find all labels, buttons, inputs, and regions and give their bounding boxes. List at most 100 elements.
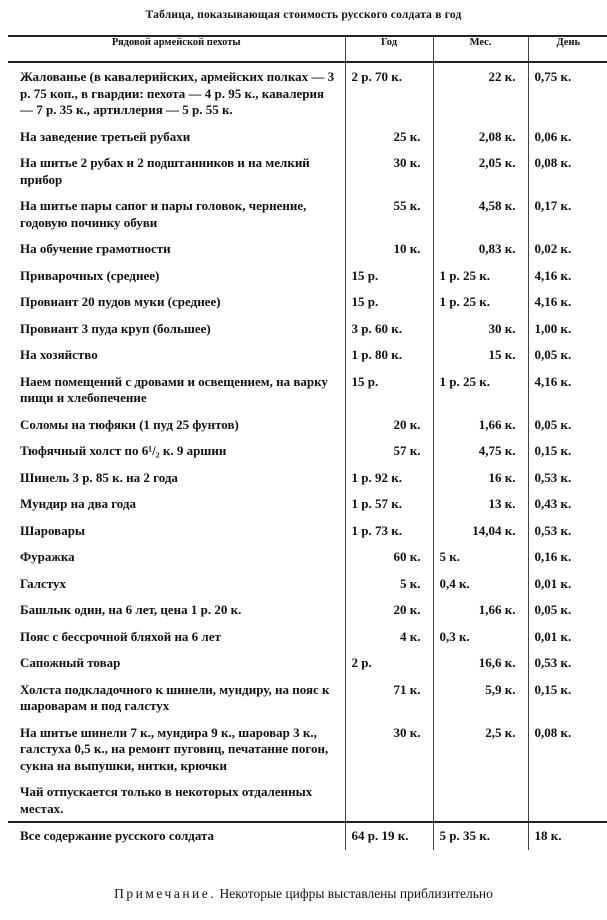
cell-year: 57 к. — [344, 437, 433, 464]
cell-year: 55 к. — [344, 192, 433, 235]
table-row: Тюфячный холст по 6¹/₂ к. 9 аршин 57 к. 4,… — [8, 437, 607, 464]
table-row: Соломы на тюфяки (1 пуд 25 фунтов) 20 к. 1… — [8, 410, 607, 437]
cell-day: 0,08 к. — [527, 149, 607, 192]
cell-item: Пояс с бессрочной бляхой на 6 лет — [20, 628, 221, 644]
cell-year: 30 к. — [344, 149, 433, 192]
cell-item: Шинель 3 р. 85 к. на 2 года — [20, 469, 178, 485]
table-row: Провиант 20 пудов муки (среднее) 15 р. 1 р… — [8, 288, 607, 315]
cell-day: 4,16 к. — [527, 261, 607, 288]
table-row: На хозяйство 1 р. 80 к. 15 к. 0,05 к. — [8, 341, 607, 368]
cell-item: Соломы на тюфяки (1 пуд 25 фунтов) — [20, 416, 239, 432]
cell-day — [527, 778, 607, 822]
cell-month: 2,5 к. — [432, 718, 528, 778]
cell-month — [432, 778, 528, 822]
table-row: Мундир на два года 1 р. 57 к. 13 к. 0,43 к. — [8, 490, 607, 517]
cell-item: Провиант 3 пуда круп (большее) — [20, 320, 211, 336]
cell-day: 0,15 к. — [527, 675, 607, 719]
table-row: Шаровары 1 р. 73 к. 14,04 к. 0,53 к. — [8, 516, 607, 543]
header-month: Мес. — [432, 35, 528, 63]
cell-month: 2,05 к. — [432, 149, 528, 192]
footnote: Примечание. Некоторые цифры выставлены п… — [0, 886, 607, 902]
table-row: Приварочных (среднее) 15 р. 1 р. 25 к. 4,16… — [8, 261, 607, 288]
cell-month: 1 р. 25 к. — [432, 261, 528, 288]
cell-year: 15 р. — [344, 261, 433, 288]
header-row: Рядовой армейской пехоты Год Мес. День — [8, 35, 607, 63]
cell-month: 22 к. — [432, 62, 528, 123]
cell-year: 15 р. — [344, 367, 433, 411]
cell-year: 15 р. — [344, 288, 433, 315]
cell-month: 16,6 к. — [432, 649, 528, 676]
cell-year: 30 к. — [344, 718, 433, 778]
cell-month: 0,4 к. — [432, 569, 528, 596]
table-row: На шитье шинели 7 к., мундира 9 к., шаро… — [8, 718, 607, 778]
cell-day: 4,16 к. — [527, 288, 607, 315]
cell-month: 5,9 к. — [432, 675, 528, 719]
cell-item: Приварочных (среднее) — [20, 267, 160, 283]
cell-day: 0,16 к. — [527, 543, 607, 570]
cell-month: 1 р. 25 к. — [432, 288, 528, 315]
table-row: Пояс с бессрочной бляхой на 6 лет 4 к. 0,3… — [8, 622, 607, 649]
cell-month: 0,83 к. — [432, 235, 528, 262]
cell-month: 5 р. 35 к. — [432, 821, 528, 850]
table-row: Башлык один, на 6 лет, цена 1 р. 20 к. 20… — [8, 596, 607, 623]
cell-day: 0,01 к. — [527, 569, 607, 596]
cell-month: 5 к. — [432, 543, 528, 570]
cell-year: 1 р. 80 к. — [344, 341, 433, 368]
cell-day: 0,53 к. — [527, 463, 607, 490]
cell-item: Чай отпускается только в некоторых отдал… — [20, 784, 313, 816]
cell-year: 20 к. — [344, 596, 433, 623]
header-day: День — [527, 35, 607, 63]
cell-year: 10 к. — [344, 235, 433, 262]
cell-item: Холста подкладочного к шинели, мундиру, … — [20, 681, 330, 714]
cell-item: Башлык один, на 6 лет, цена 1 р. 20 к. — [20, 602, 242, 617]
cell-item: На шитье 2 рубах и 2 подштанников и на м… — [20, 155, 310, 187]
cell-item: Сапожный товар — [20, 655, 121, 670]
cell-item: На хозяйство — [20, 347, 98, 362]
cell-year — [344, 778, 433, 822]
cost-table: Рядовой армейской пехоты Год Мес. День Ж… — [8, 35, 607, 850]
cell-month: 0,3 к. — [432, 622, 528, 649]
cell-year: 3 р. 60 к. — [344, 314, 433, 341]
cell-item: Тюфячный холст по 6¹/₂ к. 9 аршин — [20, 443, 227, 458]
cell-item: Шаровары — [20, 522, 86, 538]
cell-year: 64 р. 19 к. — [344, 821, 433, 850]
cell-day: 0,15 к. — [527, 437, 607, 464]
cell-day: 0,05 к. — [527, 596, 607, 623]
table-row: На обучение грамотности 10 к. 0,83 к. 0,02 … — [8, 235, 607, 262]
cell-day: 0,02 к. — [527, 235, 607, 262]
cell-item: Фуражка — [20, 549, 75, 564]
cell-year: 4 к. — [344, 622, 433, 649]
cell-month: 15 к. — [432, 341, 528, 368]
cell-day: 4,16 к. — [527, 367, 607, 411]
cell-year: 20 к. — [344, 410, 433, 437]
table-row: Галстух 5 к. 0,4 к. 0,01 к. — [8, 569, 607, 596]
cell-item: На заведение третьей рубахи — [20, 128, 191, 144]
cell-item: Все содержание русского солдата — [8, 821, 345, 850]
cell-day: 18 к. — [527, 821, 607, 850]
total-row: Все содержание русского солдата 64 р. 19 … — [8, 821, 607, 850]
table-row: На шитье 2 рубах и 2 подштанников и на м… — [8, 149, 607, 192]
cell-year: 2 р. — [344, 649, 433, 676]
note-label: Примечание. — [114, 886, 217, 901]
cell-month: 2,08 к. — [432, 122, 528, 149]
cell-month: 4,75 к. — [432, 437, 528, 464]
cell-month: 1,66 к. — [432, 596, 528, 623]
cell-day: 0,08 к. — [527, 718, 607, 778]
cell-day: 0,01 к. — [527, 622, 607, 649]
cell-item: Наем помещений с дровами и освещением, н… — [20, 373, 328, 406]
cell-month: 30 к. — [432, 314, 528, 341]
cell-day: 0,05 к. — [527, 341, 607, 368]
cell-day: 0,43 к. — [527, 490, 607, 517]
cell-year: 1 р. 57 к. — [344, 490, 433, 517]
cell-month: 13 к. — [432, 490, 528, 517]
cell-day: 0,05 к. — [527, 410, 607, 437]
cell-year: 2 р. 70 к. — [344, 62, 433, 123]
cell-item: На шитье пары сапог и пары головок, черн… — [20, 198, 307, 230]
cell-month: 14,04 к. — [432, 516, 528, 543]
cell-item: Мундир на два года — [20, 496, 137, 511]
table-row: Шинель 3 р. 85 к. на 2 года 1 р. 92 к. 16 … — [8, 463, 607, 490]
cell-year: 60 к. — [344, 543, 433, 570]
cell-month: 16 к. — [432, 463, 528, 490]
cell-month: 1 р. 25 к. — [432, 367, 528, 411]
cell-year: 71 к. — [344, 675, 433, 719]
